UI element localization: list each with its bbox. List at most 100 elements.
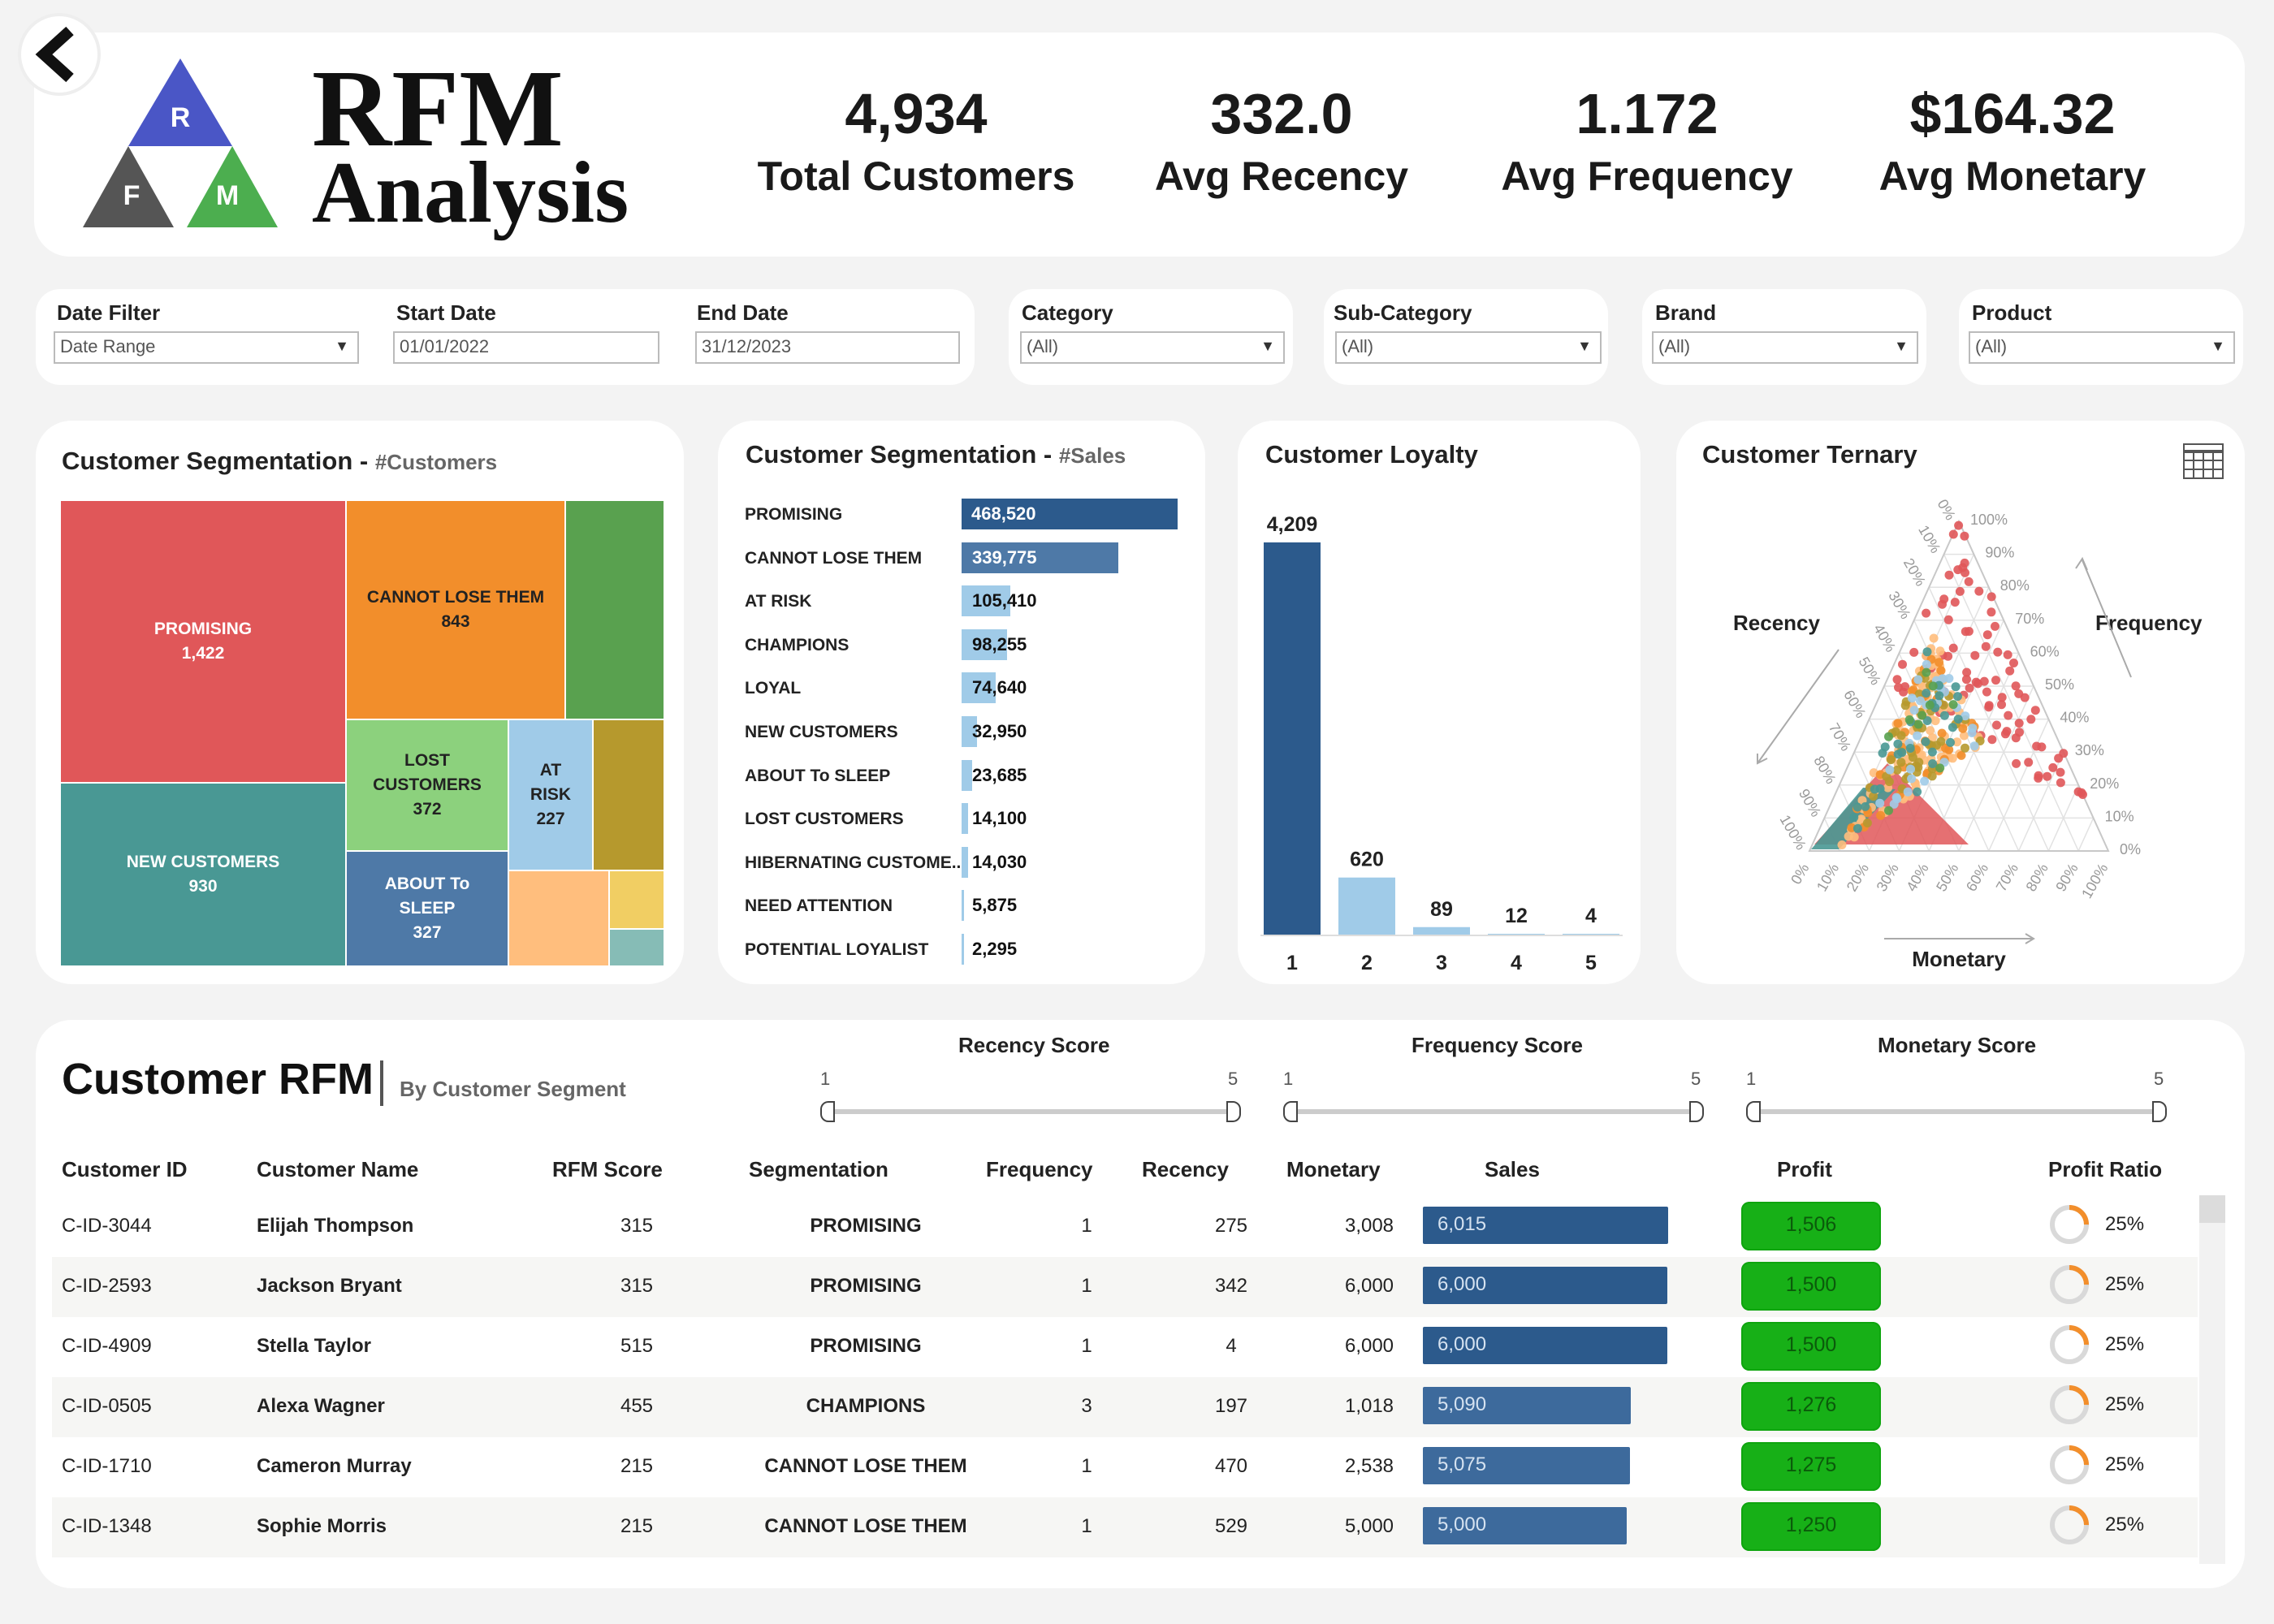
treemap-cell-promising[interactable]: PROMISING 1,422 xyxy=(60,500,346,783)
table-row[interactable]: C-ID-1710 Cameron Murray 215 CANNOT LOSE TH… xyxy=(52,1437,2198,1497)
monetary-slider-max-handle[interactable] xyxy=(2152,1101,2167,1122)
sales-bar[interactable] xyxy=(962,499,1178,529)
cell-label: CANNOT LOSE THEM xyxy=(366,588,545,607)
ternary-point xyxy=(1893,719,1903,728)
table-row[interactable]: C-ID-3044 Elijah Thompson 315 PROMISING 1 275… xyxy=(52,1197,2198,1257)
ternary-point xyxy=(1993,647,2003,657)
recency-cell: 275 xyxy=(1214,1215,1248,1237)
rfm-subtitle: By Customer Segment xyxy=(400,1077,626,1101)
frequency-slider-track[interactable] xyxy=(1290,1109,1696,1114)
profit-ratio-donut-icon xyxy=(2050,1385,2089,1424)
monetary-slider-min-handle[interactable] xyxy=(1746,1101,1761,1122)
sales-bar[interactable] xyxy=(962,585,1010,617)
sales-bar: 6,000 xyxy=(1423,1327,1668,1364)
treemap-cell-peach[interactable] xyxy=(508,870,609,966)
treemap-cell-lost-customers[interactable]: LOST CUSTOMERS 372 xyxy=(346,719,508,851)
col-profit[interactable]: Profit xyxy=(1777,1157,1832,1181)
sales-bar-category-label: CANNOT LOSE THEM xyxy=(745,548,923,568)
ternary-point xyxy=(1997,700,2006,710)
table-row[interactable]: C-ID-1348 Sophie Morris 215 CANNOT LOSE THE… xyxy=(52,1497,2198,1557)
sales-bar[interactable] xyxy=(962,542,1118,573)
table-scrollbar-thumb[interactable] xyxy=(2199,1195,2225,1223)
ternary-tick-label: 50% xyxy=(1933,861,1961,894)
ternary-point xyxy=(2012,758,2021,768)
ternary-tick-label: 60% xyxy=(1963,861,1991,894)
sales-bar[interactable] xyxy=(962,628,1007,660)
sales-bar-value-label: 5,875 xyxy=(972,895,1018,916)
recency-slider-min-handle[interactable] xyxy=(820,1101,835,1122)
sales-bar[interactable] xyxy=(962,846,968,878)
customer-id-cell: C-ID-3044 xyxy=(62,1215,152,1237)
ternary-point xyxy=(1886,755,1896,765)
sub-category-dropdown[interactable]: (All) ▼ xyxy=(1335,331,1602,364)
date-filter-dropdown[interactable]: Date Range ▼ xyxy=(54,331,359,364)
treemap-cell-olive[interactable] xyxy=(593,719,664,870)
rfm-score-cell: 315 xyxy=(620,1215,654,1237)
profit-badge: 1,500 xyxy=(1741,1262,1881,1311)
sales-bar-value-label: 23,685 xyxy=(972,764,1027,785)
ternary-point xyxy=(1905,744,1915,753)
col-rfm-score[interactable]: RFM Score xyxy=(552,1157,663,1181)
sales-bar[interactable] xyxy=(962,672,996,704)
table-row[interactable]: C-ID-0505 Alexa Wagner 455 CHAMPIONS 3 197 1,0… xyxy=(52,1377,2198,1437)
col-segmentation[interactable]: Segmentation xyxy=(749,1157,888,1181)
sales-bar[interactable] xyxy=(962,716,977,747)
donut-fill xyxy=(2050,1265,2089,1304)
start-date-input[interactable]: 01/01/2022 xyxy=(393,331,659,364)
ternary-point xyxy=(1909,647,1919,657)
col-recency[interactable]: Recency xyxy=(1142,1157,1229,1181)
treemap-cell-teal[interactable] xyxy=(609,929,664,966)
donut-fill xyxy=(2050,1385,2089,1424)
recency-slider-track[interactable] xyxy=(827,1109,1233,1114)
sales-bar[interactable] xyxy=(962,934,964,965)
ternary-point xyxy=(1960,531,1969,541)
ternary-point xyxy=(1852,802,1862,812)
ternary-point xyxy=(1916,696,1925,706)
table-view-icon[interactable] xyxy=(2183,443,2224,479)
sales-bar-value-label: 74,640 xyxy=(972,677,1027,698)
loyalty-bar-value-label: 4,209 xyxy=(1267,513,1318,536)
treemap-cell-new-customers[interactable]: NEW CUSTOMERS 930 xyxy=(60,783,346,966)
ternary-axis-arrow-head xyxy=(2025,933,2035,944)
ternary-point xyxy=(1944,674,1954,683)
table-scrollbar[interactable] xyxy=(2199,1195,2225,1564)
col-profit-ratio[interactable]: Profit Ratio xyxy=(2048,1157,2163,1181)
rfm-score-cell: 215 xyxy=(620,1455,654,1477)
col-frequency[interactable]: Frequency xyxy=(986,1157,1093,1181)
treemap-cell-about-to-sleep[interactable]: ABOUT To SLEEP 327 xyxy=(346,851,508,966)
sales-bar[interactable] xyxy=(962,759,973,791)
end-date-label: End Date xyxy=(697,300,789,325)
loyalty-bar-value-label: 89 xyxy=(1430,898,1453,921)
treemap-cell-cannot-lose-them[interactable]: CANNOT LOSE THEM 843 xyxy=(346,500,565,719)
profit-ratio-donut-icon xyxy=(2050,1505,2089,1544)
ternary-tick-label: 80% xyxy=(2000,577,2030,594)
table-row[interactable]: C-ID-2593 Jackson Bryant 315 PROMISING 1 342 6… xyxy=(52,1257,2198,1317)
sales-bar[interactable] xyxy=(962,890,965,922)
frequency-slider-min-handle[interactable] xyxy=(1283,1101,1298,1122)
ternary-tick-label: 90% xyxy=(1985,545,2014,561)
sales-bar[interactable] xyxy=(962,803,968,835)
ternary-point xyxy=(1907,774,1917,784)
back-button[interactable] xyxy=(21,16,97,93)
end-date-input[interactable]: 31/12/2023 xyxy=(695,331,960,364)
treemap-cell-at-risk[interactable]: AT RISK 227 xyxy=(508,719,593,870)
monetary-cell: 5,000 xyxy=(1344,1515,1394,1537)
treemap-cell-green[interactable] xyxy=(565,500,664,719)
kpi-value: 4,934 xyxy=(845,82,988,145)
col-monetary[interactable]: Monetary xyxy=(1286,1157,1381,1181)
col-customer-id[interactable]: Customer ID xyxy=(62,1157,188,1181)
brand-dropdown[interactable]: (All) ▼ xyxy=(1652,331,1918,364)
frequency-slider-max-handle[interactable] xyxy=(1689,1101,1704,1122)
product-dropdown[interactable]: (All) ▼ xyxy=(1969,331,2235,364)
category-dropdown[interactable]: (All) ▼ xyxy=(1020,331,1285,364)
profit-value: 1,500 xyxy=(1785,1333,1837,1356)
treemap-cell-yellow[interactable] xyxy=(609,870,664,929)
monetary-slider-track[interactable] xyxy=(1753,1109,2159,1114)
col-customer-name[interactable]: Customer Name xyxy=(257,1157,419,1181)
recency-slider-max-handle[interactable] xyxy=(1226,1101,1241,1122)
col-sales[interactable]: Sales xyxy=(1485,1157,1540,1181)
sales-bar-category-label: ABOUT To SLEEP xyxy=(745,766,891,785)
table-row[interactable]: C-ID-4909 Stella Taylor 515 PROMISING 1 4 6,00… xyxy=(52,1317,2198,1377)
sub-category-label: Sub-Category xyxy=(1334,300,1472,325)
ternary-point xyxy=(1897,748,1907,758)
